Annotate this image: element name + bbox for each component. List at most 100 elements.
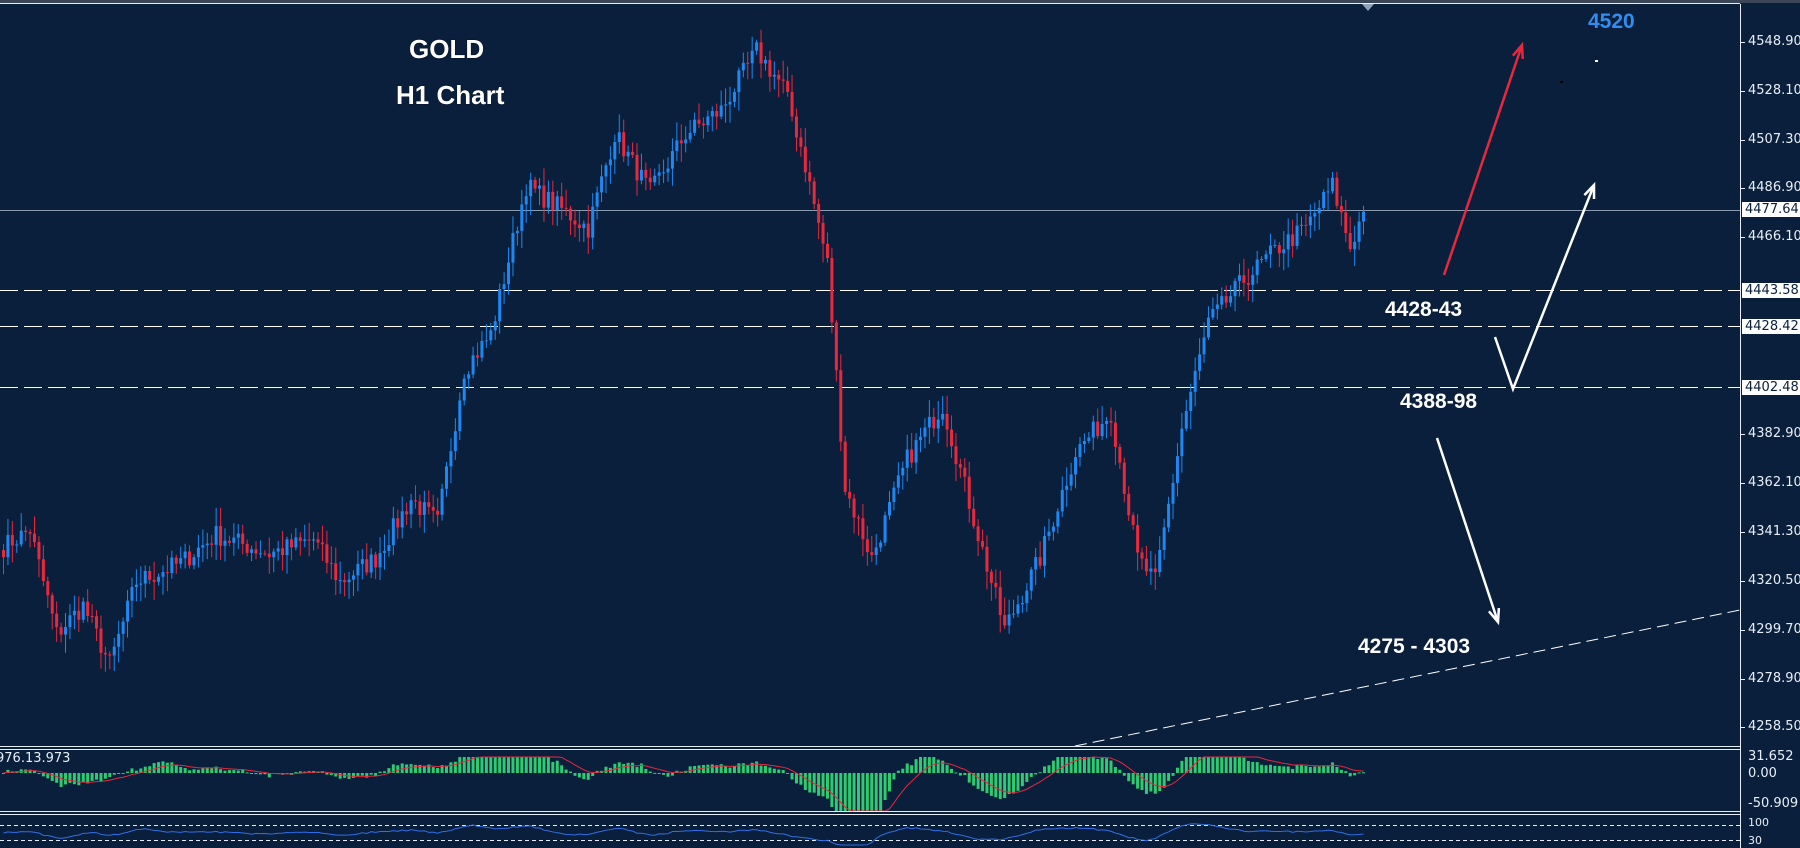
candle-body[interactable] xyxy=(1335,177,1339,206)
candle-body[interactable] xyxy=(1198,354,1202,371)
candle-body[interactable] xyxy=(81,601,85,620)
candle-body[interactable] xyxy=(1229,296,1233,303)
candle-body[interactable] xyxy=(1060,489,1064,512)
candle-body[interactable] xyxy=(413,500,417,502)
candle-body[interactable] xyxy=(843,441,847,492)
candle-body[interactable] xyxy=(888,501,891,516)
candle-body[interactable] xyxy=(799,137,803,147)
candle-body[interactable] xyxy=(1140,552,1144,559)
candle-body[interactable] xyxy=(1308,216,1312,226)
candle-body[interactable] xyxy=(701,123,705,126)
candle-body[interactable] xyxy=(834,322,838,371)
candle-body[interactable] xyxy=(1206,317,1210,338)
candle-body[interactable] xyxy=(626,151,630,157)
candle-body[interactable] xyxy=(560,196,564,208)
candle-body[interactable] xyxy=(520,204,524,231)
candle-body[interactable] xyxy=(981,541,985,547)
candle-body[interactable] xyxy=(272,551,276,558)
candle-body[interactable] xyxy=(161,572,165,577)
rsi-separator-top[interactable] xyxy=(0,811,1740,812)
candle-body[interactable] xyxy=(37,541,41,560)
candle-body[interactable] xyxy=(617,132,621,143)
candle-body[interactable] xyxy=(861,518,865,540)
candle-body[interactable] xyxy=(1091,421,1095,438)
candle-body[interactable] xyxy=(152,579,156,582)
candle-body[interactable] xyxy=(343,580,347,583)
candle-body[interactable] xyxy=(1051,526,1055,532)
candle-body[interactable] xyxy=(409,500,413,515)
candle-body[interactable] xyxy=(422,502,426,515)
candle-body[interactable] xyxy=(839,370,843,442)
candle-body[interactable] xyxy=(183,551,187,559)
candle-body[interactable] xyxy=(919,436,923,441)
candle-body[interactable] xyxy=(1251,275,1255,285)
candle-body[interactable] xyxy=(1260,259,1264,261)
candle-body[interactable] xyxy=(732,92,736,102)
candle-body[interactable] xyxy=(289,539,293,548)
candle-body[interactable] xyxy=(750,50,754,64)
candle-body[interactable] xyxy=(763,59,767,64)
candle-body[interactable] xyxy=(1224,296,1228,303)
candle-body[interactable] xyxy=(6,534,10,558)
candle-body[interactable] xyxy=(263,553,267,555)
candle-body[interactable] xyxy=(329,562,333,564)
candle-body[interactable] xyxy=(148,571,152,580)
candle-body[interactable] xyxy=(1362,211,1366,222)
candle-body[interactable] xyxy=(963,467,967,477)
candle-body[interactable] xyxy=(108,654,112,656)
candle-body[interactable] xyxy=(267,553,271,558)
candle-body[interactable] xyxy=(905,449,909,468)
candle-body[interactable] xyxy=(1087,437,1091,441)
candle-body[interactable] xyxy=(347,579,351,583)
candle-body[interactable] xyxy=(1096,421,1100,437)
candle-body[interactable] xyxy=(431,506,435,511)
candle-body[interactable] xyxy=(24,530,28,533)
candle-body[interactable] xyxy=(613,142,617,160)
chart-shift-marker-icon[interactable] xyxy=(1362,4,1374,11)
candle-body[interactable] xyxy=(737,70,741,93)
candle-body[interactable] xyxy=(1171,482,1175,504)
candle-body[interactable] xyxy=(856,517,860,519)
candle-body[interactable] xyxy=(998,587,1002,616)
candle-body[interactable] xyxy=(985,546,989,572)
candle-body[interactable] xyxy=(130,587,134,601)
candle-body[interactable] xyxy=(1268,245,1272,255)
candle-body[interactable] xyxy=(697,119,701,124)
candle-body[interactable] xyxy=(126,600,130,622)
candle-body[interactable] xyxy=(143,571,147,584)
candle-body[interactable] xyxy=(121,621,125,634)
candle-body[interactable] xyxy=(693,119,697,133)
candle-body[interactable] xyxy=(1025,590,1029,604)
candle-body[interactable] xyxy=(245,543,249,553)
candle-body[interactable] xyxy=(1322,191,1326,209)
candle-body[interactable] xyxy=(759,42,763,64)
candle-body[interactable] xyxy=(1189,391,1193,412)
candle-body[interactable] xyxy=(635,154,639,181)
candle-body[interactable] xyxy=(134,584,138,588)
candle-body[interactable] xyxy=(223,540,227,546)
candle-body[interactable] xyxy=(325,544,329,563)
candle-body[interactable] xyxy=(254,549,258,554)
candle-body[interactable] xyxy=(19,530,23,545)
candle-body[interactable] xyxy=(768,59,772,77)
candle-body[interactable] xyxy=(772,74,776,77)
candle-body[interactable] xyxy=(1180,428,1184,457)
candle-body[interactable] xyxy=(41,559,45,582)
candle-body[interactable] xyxy=(201,545,205,548)
candle-body[interactable] xyxy=(954,446,958,465)
candle-body[interactable] xyxy=(1007,614,1011,626)
candle-body[interactable] xyxy=(967,476,971,509)
candle-body[interactable] xyxy=(316,539,320,543)
candle-body[interactable] xyxy=(196,547,200,558)
candle-body[interactable] xyxy=(515,230,519,234)
candle-body[interactable] xyxy=(679,140,683,144)
candle-body[interactable] xyxy=(1109,421,1113,423)
candle-body[interactable] xyxy=(374,554,378,568)
candle-body[interactable] xyxy=(582,223,586,228)
candle-body[interactable] xyxy=(307,539,311,541)
candle-body[interactable] xyxy=(1113,422,1117,447)
candle-body[interactable] xyxy=(781,79,785,81)
candle-body[interactable] xyxy=(157,576,161,582)
candle-body[interactable] xyxy=(99,628,103,653)
candle-body[interactable] xyxy=(480,340,484,358)
